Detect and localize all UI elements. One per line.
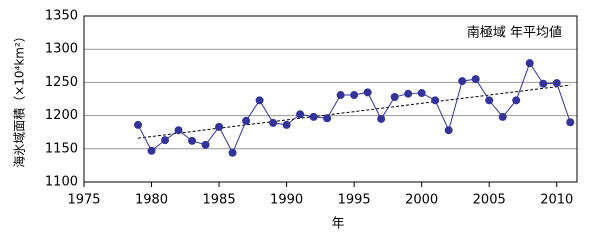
- data-point: [390, 93, 399, 102]
- x-tick-label: 1985: [203, 193, 236, 208]
- data-point: [282, 120, 291, 129]
- x-tick-label: 1990: [270, 193, 303, 208]
- data-point: [255, 96, 264, 105]
- data-point: [566, 118, 575, 127]
- data-point: [242, 116, 251, 125]
- plot-frame: [83, 15, 578, 183]
- data-point: [512, 96, 521, 105]
- data-point: [444, 126, 453, 135]
- data-point: [485, 96, 494, 105]
- x-tick-label: 2005: [473, 193, 506, 208]
- data-point: [296, 110, 305, 119]
- data-point: [188, 136, 197, 145]
- data-point: [161, 136, 170, 145]
- data-point: [309, 112, 318, 121]
- y-tick-label: 1100: [45, 175, 78, 190]
- data-point: [417, 89, 426, 98]
- data-point: [201, 140, 210, 149]
- data-point: [134, 120, 143, 129]
- data-point: [323, 114, 332, 123]
- y-tick-label: 1350: [45, 9, 78, 24]
- data-point: [336, 91, 345, 100]
- y-tick-label: 1150: [45, 141, 78, 156]
- x-tick-label: 1980: [135, 193, 168, 208]
- x-tick-label: 2000: [405, 193, 438, 208]
- data-point: [350, 91, 359, 100]
- data-point: [404, 89, 413, 98]
- trend-line: [137, 84, 571, 139]
- data-point: [471, 75, 480, 84]
- data-point: [363, 88, 372, 97]
- data-point: [174, 126, 183, 135]
- data-point: [215, 122, 224, 131]
- x-tick-label: 1995: [338, 193, 371, 208]
- data-point: [147, 146, 156, 155]
- x-tick-label: 2010: [540, 193, 573, 208]
- series-line: [137, 62, 571, 154]
- y-tick-label: 1300: [45, 42, 78, 57]
- data-point: [431, 96, 440, 105]
- x-tick-label: 1975: [67, 193, 100, 208]
- data-point: [552, 79, 561, 88]
- data-point: [377, 114, 386, 123]
- x-axis-label: 年: [331, 217, 344, 232]
- chart-title: 南極域 年平均値: [467, 25, 562, 41]
- data-point: [498, 112, 507, 121]
- data-point: [269, 118, 278, 127]
- data-point: [458, 77, 467, 86]
- data-point: [539, 79, 548, 88]
- data-point: [525, 59, 534, 68]
- data-point: [228, 148, 237, 157]
- y-tick-label: 1250: [45, 75, 78, 90]
- y-axis-label: 海氷域面積（×10⁴km²）: [12, 30, 27, 168]
- y-tick-label: 1200: [45, 108, 78, 123]
